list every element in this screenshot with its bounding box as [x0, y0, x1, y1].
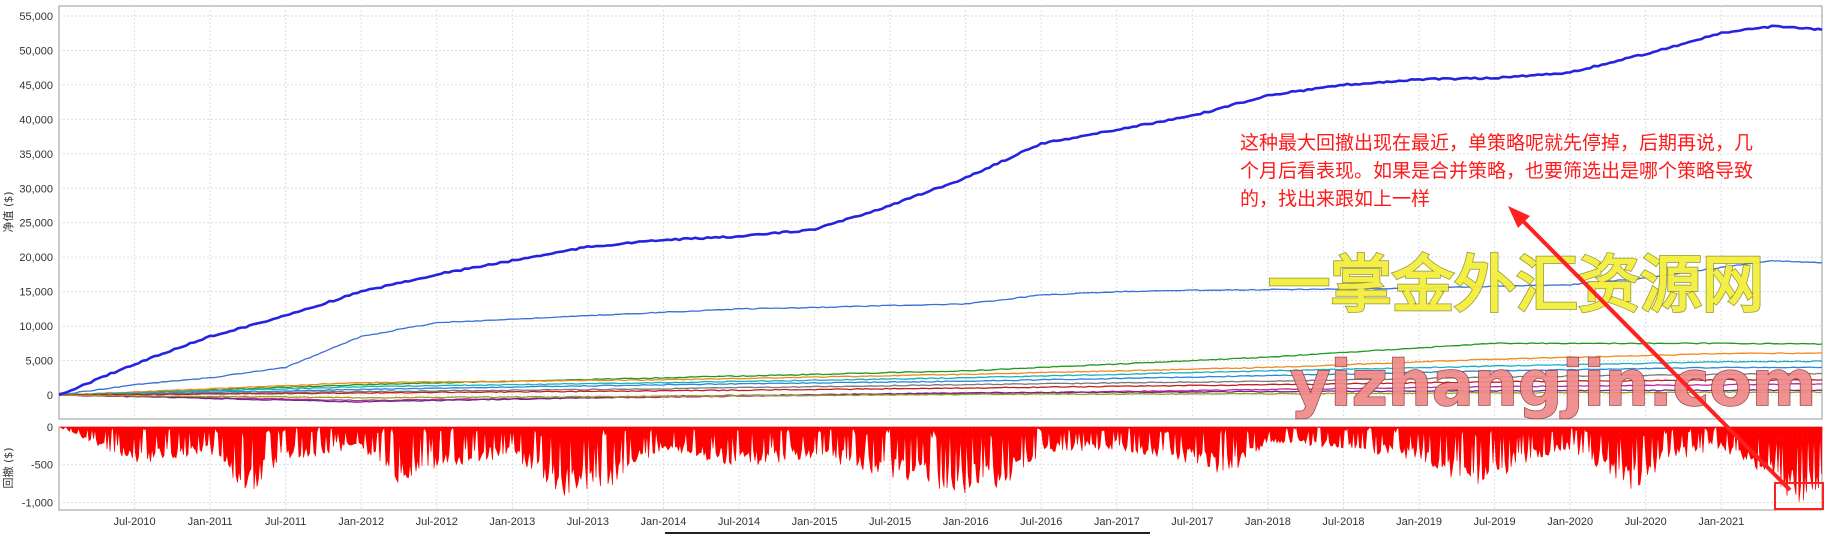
x-tick-label: Jul-2016 — [1020, 516, 1062, 528]
drawdown-y-tick-label: 0 — [47, 422, 53, 434]
annotation-highlight-box — [1774, 482, 1824, 510]
x-tick-label: Jan-2011 — [188, 516, 233, 528]
x-tick-label: Jul-2013 — [567, 516, 609, 528]
equity-series-line — [58, 352, 1822, 396]
equity-y-tick-label: 55,000 — [19, 11, 53, 23]
annotation-arrow-shaft — [1514, 212, 1792, 492]
watermark: 一掌金外汇资源网 yizhangjin.com — [1267, 247, 1817, 421]
x-tick-label: Jan-2021 — [1698, 516, 1744, 528]
annotation-line-3: 的，找出来跟如上一样 — [1240, 188, 1430, 210]
equity-y-tick-label: 10,000 — [19, 321, 53, 333]
equity-series-line — [58, 366, 1823, 396]
drawdown-y-axis-label: 回撤 ($) — [1, 447, 15, 488]
x-tick-label: Jan-2012 — [338, 516, 384, 528]
x-tick-label: Jul-2011 — [265, 516, 306, 528]
annotation-line-1: 这种最大回撤出现在最近，单策略呢就先停掉，后期再说，几 — [1240, 132, 1753, 154]
x-tick-label: Jan-2014 — [641, 516, 687, 528]
equity-series-line — [58, 378, 1823, 397]
x-tick-label: Jan-2020 — [1547, 516, 1593, 528]
x-tick-label: Jan-2016 — [943, 516, 989, 528]
equity-y-tick-labels: 0 5,000 10,000 15,000 20,000 25,000 30,000 35,0… — [19, 11, 53, 402]
x-axis-tick-labels: Jul-2010 Jan-2011 Jul-2011 Jan-2012 Jul-2012… — [113, 516, 1744, 528]
equity-y-tick-label: 25,000 — [19, 218, 53, 230]
annotation: 这种最大回撤出现在最近，单策略呢就先停掉，后期再说，几 个月后看表现。如果是合并… — [1240, 132, 1824, 510]
equity-y-tick-label: 20,000 — [19, 252, 53, 264]
equity-y-tick-label: 50,000 — [19, 45, 53, 57]
x-tick-label: Jul-2015 — [869, 516, 911, 528]
equity-y-tick-label: 15,000 — [19, 287, 53, 299]
x-tick-label: Jul-2018 — [1322, 516, 1364, 528]
drawdown-y-tick-label: -1,000 — [22, 497, 53, 509]
equity-y-tick-label: 35,000 — [19, 149, 53, 161]
x-tick-label: Jan-2019 — [1396, 516, 1442, 528]
equity-panel: 0 5,000 10,000 15,000 20,000 25,000 30,000 35,0… — [1, 5, 1823, 420]
equity-series-lines — [58, 24, 1823, 403]
x-tick-label: Jul-2014 — [718, 516, 760, 528]
equity-y-tick-label: 30,000 — [19, 183, 53, 195]
x-tick-label: Jan-2017 — [1094, 516, 1140, 528]
x-tick-label: Jul-2010 — [113, 516, 155, 528]
x-tick-label: Jul-2017 — [1171, 516, 1213, 528]
drawdown-y-tick-labels: 0 -500 -1,000 — [22, 422, 53, 509]
equity-series-line — [58, 24, 1823, 396]
annotation-line-2: 个月后看表现。如果是合并策略，也要筛选出是哪个策略导致 — [1240, 160, 1753, 182]
equity-series-line — [58, 391, 1823, 399]
watermark-url-text: yizhangjin.com — [1290, 347, 1816, 420]
equity-y-tick-label: 40,000 — [19, 114, 53, 126]
drawdown-panel: 0 -500 -1,000 回撤 ($) — [1, 422, 1823, 511]
watermark-chinese-text: 一掌金外汇资源网 — [1268, 248, 1764, 321]
equity-series-line — [58, 259, 1823, 396]
equity-series-line — [58, 389, 1823, 403]
equity-series-line — [58, 383, 1823, 402]
drawdown-bars — [58, 426, 1823, 502]
equity-y-tick-label: 0 — [47, 390, 53, 402]
x-tick-label: Jul-2020 — [1625, 516, 1667, 528]
drawdown-y-tick-label: -500 — [31, 460, 53, 472]
equity-y-tick-label: 5,000 — [25, 356, 53, 368]
x-tick-label: Jan-2015 — [792, 516, 838, 528]
equity-series-line — [58, 360, 1823, 396]
equity-series-line — [58, 372, 1823, 396]
x-tick-label: Jul-2012 — [416, 516, 458, 528]
x-tick-label: Jan-2018 — [1245, 516, 1291, 528]
equity-gridlines — [59, 6, 1822, 419]
equity-y-axis-label: 净值 ($) — [1, 191, 15, 232]
x-tick-label: Jan-2013 — [489, 516, 535, 528]
annotation-arrowhead — [1508, 206, 1530, 228]
equity-series-line — [58, 342, 1823, 396]
drawdown-area — [58, 426, 1823, 502]
equity-y-tick-label: 45,000 — [19, 80, 53, 92]
x-tick-label: Jul-2019 — [1473, 516, 1515, 528]
